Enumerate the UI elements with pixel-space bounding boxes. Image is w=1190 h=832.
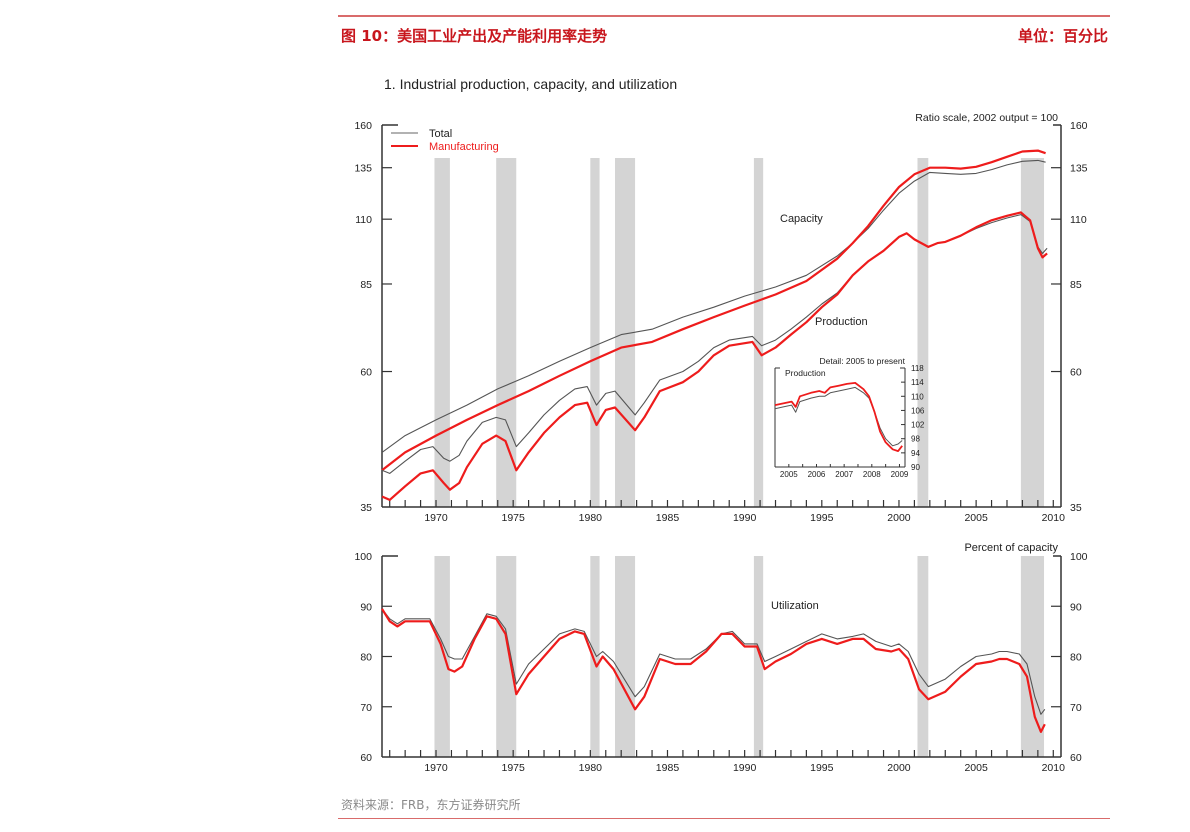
x-tick-label: 2000 [887,512,911,524]
inset-x-tick-label: 2007 [835,470,853,479]
x-tick-label: 1975 [501,762,525,774]
recession-band [754,158,763,507]
x-tick-label: 1975 [501,512,525,524]
recession-band [1021,556,1044,757]
y-tick-label: 35 [360,502,372,514]
recession-band [434,556,449,757]
y-tick-label: 80 [360,652,372,664]
y-tick-label: 160 [354,120,372,132]
x-tick-label: 1985 [656,762,680,774]
y-tick-label: 60 [360,367,372,379]
series-line-total-production [382,215,1047,474]
y-tick-label: 60 [1070,752,1082,764]
x-tick-label: 2010 [1042,762,1066,774]
x-tick-label: 1995 [810,512,834,524]
y-tick-label: 80 [1070,652,1082,664]
x-tick-label: 1980 [579,512,603,524]
bottom-divider [338,818,1110,819]
utilization-panel: Percent of capacity Utilization 60 60 70 70… [354,542,1087,774]
recession-band [917,556,928,757]
x-tick-label: 2010 [1042,512,1066,524]
y-tick-label: 90 [360,601,372,613]
inset-x-tick-label: 2009 [891,470,909,479]
x-tick-label: 1990 [733,512,757,524]
axes: 35 35 60 60 85 85 110 110 135 135 160 160 1970 1975 19… [354,120,1087,524]
inset-label: Production [785,368,826,378]
inset-y-tick-label: 98 [911,435,920,444]
legend-label-manufacturing: Manufacturing [429,141,499,153]
y-tick-label: 100 [354,551,372,563]
y-tick-label: 85 [1070,279,1082,291]
annotation-production: Production [815,316,868,328]
legend: Total Manufacturing [391,128,499,153]
inset-background [770,362,910,484]
x-tick-label: 1980 [579,762,603,774]
series-line-manufacturing [382,609,1045,732]
y-tick-label: 110 [355,214,372,226]
y-tick-label: 85 [360,279,372,291]
inset-x-tick-label: 2006 [808,470,826,479]
inset-y-tick-label: 102 [911,421,925,430]
recession-band [615,556,635,757]
inset-y-tick-label: 106 [911,406,925,415]
annotation-capacity: Capacity [780,213,823,225]
production-capacity-panel: 1. Industrial production, capacity, and … [354,76,1087,524]
detail-inset: Detail: 2005 to present Production 90 94 9… [770,356,925,484]
x-tick-label: 1970 [424,512,448,524]
x-tick-label: 1985 [656,512,680,524]
series-line-manufacturing-capacity [382,151,1046,471]
chart-subtitle: Ratio scale, 2002 output = 100 [915,112,1058,124]
recession-band [1021,158,1044,507]
inset-x-tick-label: 2008 [863,470,881,479]
inset-y-tick-label: 118 [911,364,924,373]
y-tick-label: 60 [1070,367,1082,379]
y-tick-label: 70 [360,702,372,714]
y-tick-label: 135 [354,163,372,175]
recession-band [754,556,763,757]
x-tick-label: 1995 [810,762,834,774]
series-line-manufacturing-production [382,212,1047,500]
inset-y-tick-label: 110 [911,392,924,401]
chart-title: 1. Industrial production, capacity, and … [384,76,677,92]
y-tick-label: 60 [360,752,372,764]
inset-title: Detail: 2005 to present [819,356,905,366]
recession-band [496,158,516,507]
inset-y-tick-label: 114 [911,378,924,387]
x-tick-label: 2000 [887,762,911,774]
inset-y-tick-label: 94 [911,449,920,458]
annotation-utilization: Utilization [771,600,819,612]
y-tick-label: 110 [1070,214,1087,226]
x-tick-label: 1990 [733,762,757,774]
source-note: 资料来源：FRB，东方证券研究所 [341,796,520,813]
x-tick-label: 2005 [964,762,988,774]
inset-y-tick-label: 90 [911,463,920,472]
utilization-subtitle: Percent of capacity [964,542,1058,554]
recession-band [496,556,516,757]
recession-band [590,158,599,507]
series-line-total-capacity [382,160,1046,452]
x-tick-label: 2005 [964,512,988,524]
series-lines [382,151,1047,500]
legend-label-total: Total [429,128,452,140]
x-tick-label: 1970 [424,762,448,774]
y-tick-label: 160 [1070,120,1088,132]
y-tick-label: 135 [1070,163,1088,175]
recession-band [434,158,449,507]
y-tick-label: 35 [1070,502,1082,514]
chart-canvas: 1. Industrial production, capacity, and … [0,0,1190,832]
inset-x-tick-label: 2005 [780,470,798,479]
recession-bands [434,556,1044,757]
y-tick-label: 90 [1070,601,1082,613]
y-tick-label: 100 [1070,551,1088,563]
series-lines [382,609,1045,732]
y-tick-label: 70 [1070,702,1082,714]
